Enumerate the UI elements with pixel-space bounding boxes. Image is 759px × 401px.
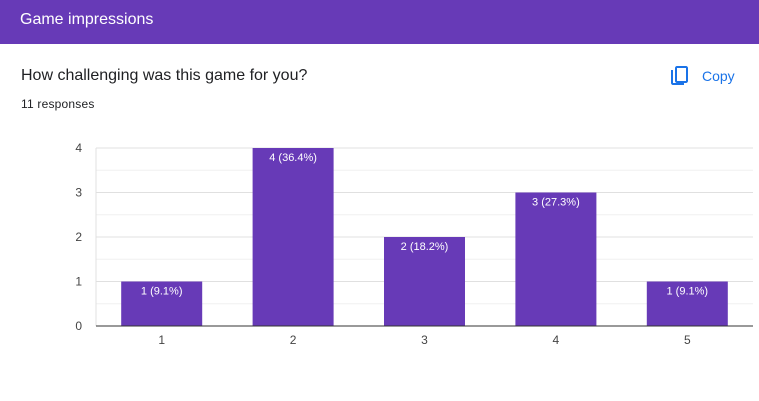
x-tick-label: 3	[421, 333, 428, 347]
section-title: Game impressions	[20, 11, 154, 28]
y-tick-label: 1	[75, 275, 82, 289]
data-label: 1 (9.1%)	[667, 286, 709, 298]
data-label: 3 (27.3%)	[532, 197, 580, 209]
bar-chart: 0 1 2 3 4 1 (9.1%) 1 4 (36.4%) 2 2 (18.2%) 3 3 (27.…	[75, 141, 753, 347]
copy-label: Copy	[702, 68, 735, 84]
bar	[384, 237, 465, 326]
bar	[121, 281, 203, 326]
copy-icon	[668, 64, 692, 88]
data-label: 2 (18.2%)	[401, 241, 449, 253]
form-header: Game impressions	[0, 0, 759, 44]
x-tick-label: 1	[158, 333, 165, 347]
y-tick-label: 2	[75, 230, 82, 244]
x-tick-label: 5	[684, 333, 691, 347]
copy-button[interactable]: Copy	[668, 62, 735, 90]
x-tick-label: 2	[290, 333, 297, 347]
bar	[515, 192, 597, 326]
y-tick-label: 3	[75, 186, 82, 200]
response-count: 11 responses	[21, 97, 95, 111]
data-label: 1 (9.1%)	[141, 286, 183, 298]
question-title: How challenging was this game for you?	[21, 67, 308, 84]
bar	[252, 148, 334, 326]
data-label: 4 (36.4%)	[269, 152, 317, 164]
x-tick-label: 4	[553, 333, 560, 347]
y-tick-label: 4	[75, 141, 82, 155]
bar	[646, 281, 728, 326]
y-tick-label: 0	[75, 319, 82, 333]
